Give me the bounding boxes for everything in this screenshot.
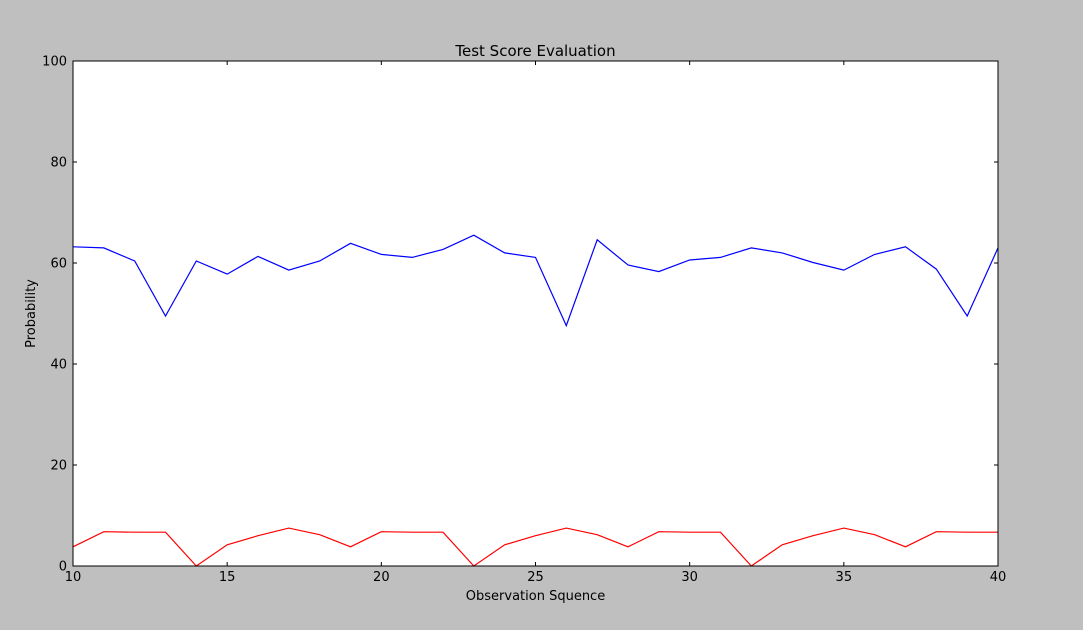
y-tick-label: 100 (42, 55, 67, 70)
chart-title: Test Score Evaluation (454, 42, 615, 60)
x-tick-label: 25 (527, 570, 544, 585)
y-tick-label: 0 (59, 560, 67, 575)
series-line-2 (72, 527, 998, 567)
ticks-layer: 10 15 20 25 30 35 40 0 20 40 60 80 100 (42, 55, 1006, 586)
x-tick-label: 15 (219, 570, 236, 585)
y-tick-label: 40 (50, 358, 67, 373)
y-tick-label: 20 (50, 459, 67, 474)
plot-area (73, 61, 998, 566)
x-axis-label: Observation Squence (466, 589, 605, 604)
x-tick-label: 20 (373, 570, 390, 585)
x-tick-label: 40 (990, 570, 1007, 585)
x-tick-label: 35 (836, 570, 853, 585)
x-tick-label: 30 (681, 570, 698, 585)
y-tick-label: 60 (50, 257, 67, 272)
y-axis-label: Probability (24, 279, 39, 348)
x-tick-label: 10 (65, 570, 82, 585)
y-tick-label: 80 (50, 156, 67, 171)
plot-frame (72, 60, 999, 567)
series-line-1 (72, 234, 999, 328)
series-layer (72, 234, 999, 567)
